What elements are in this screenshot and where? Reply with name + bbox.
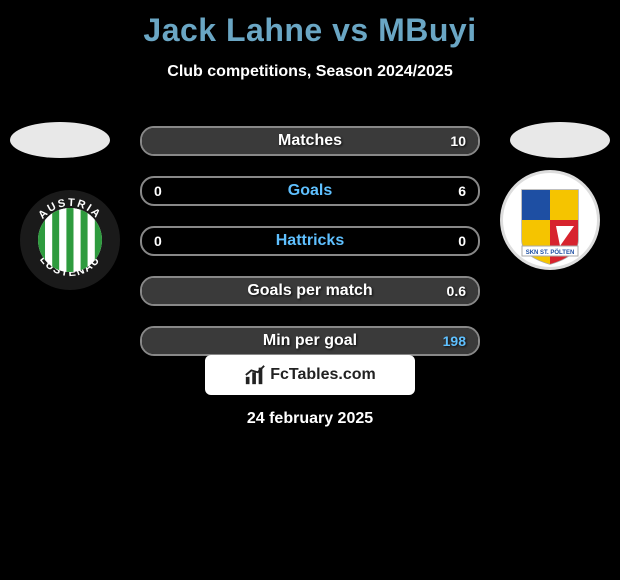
bar-chart-icon: [244, 364, 266, 386]
player-left-silhouette: [10, 122, 110, 158]
stat-label: Matches: [142, 128, 478, 154]
stat-label: Goals: [142, 178, 478, 204]
comparison-card: Jack Lahne vs MBuyi Club competitions, S…: [0, 0, 620, 580]
stat-row: Hattricks0 0: [140, 226, 480, 256]
watermark-box: FcTables.com: [205, 355, 415, 395]
stats-list: Matches10Goals06Hattricks00Goals per mat…: [140, 126, 480, 376]
club-badge-left: AUSTRIA LUSTENAU: [20, 180, 120, 300]
page-title: Jack Lahne vs MBuyi: [0, 0, 620, 49]
stat-row: Goals0 6: [140, 176, 480, 206]
stat-value-right: 198: [443, 328, 466, 354]
skn-st-polten-crest-icon: SKN ST. PÖLTEN: [500, 160, 600, 280]
subtitle: Club competitions, Season 2024/2025: [0, 63, 620, 81]
stat-value-left: 0: [154, 228, 162, 254]
stat-value-right: 6: [458, 178, 466, 204]
badge-right-text: SKN ST. PÖLTEN: [526, 249, 575, 256]
stat-value-right: 0: [458, 228, 466, 254]
watermark-text: FcTables.com: [270, 366, 376, 384]
stat-value-left: 0: [154, 178, 162, 204]
stat-row: Min per goal198: [140, 326, 480, 356]
player-right-silhouette: [510, 122, 610, 158]
club-badge-right: SKN ST. PÖLTEN: [500, 160, 600, 280]
stat-label: Goals per match: [142, 278, 478, 304]
date-text: 24 february 2025: [0, 410, 620, 428]
austria-lustenau-crest-icon: AUSTRIA LUSTENAU: [20, 180, 120, 300]
stat-row: Matches10: [140, 126, 480, 156]
stat-row: Goals per match0.6: [140, 276, 480, 306]
stat-label: Min per goal: [142, 328, 478, 354]
stat-value-right: 10: [450, 128, 466, 154]
stat-label: Hattricks: [142, 228, 478, 254]
stat-value-right: 0.6: [447, 278, 466, 304]
